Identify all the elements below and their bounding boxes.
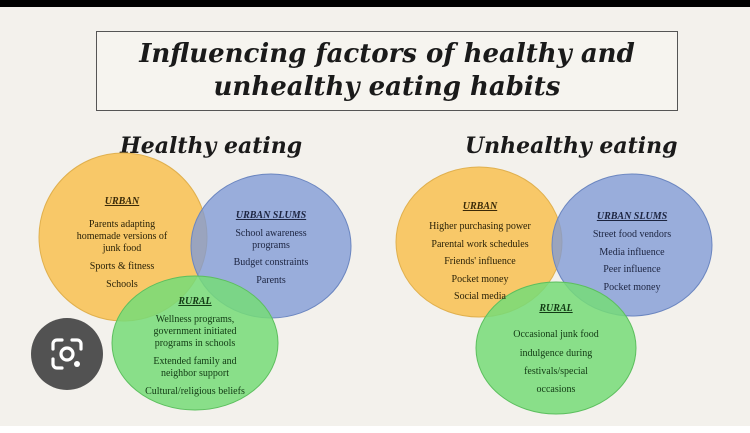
healthy-rural-heading: RURAL (177, 296, 211, 307)
google-lens-button[interactable] (31, 318, 103, 390)
healthy-rural-item: Extended family and (153, 356, 236, 367)
title-box: Influencing factors of healthy and unhea… (96, 31, 678, 111)
title-line-2: unhealthy eating habits (213, 72, 561, 102)
healthy-urban-item: Schools (106, 279, 138, 290)
slide: Influencing factors of healthy and unhea… (0, 7, 750, 426)
unhealthy-urban-slums-circle (551, 173, 713, 317)
healthy-urban-heading: URBAN (105, 196, 140, 207)
unhealthy-urban-item: Parental work schedules (431, 239, 528, 250)
unhealthy-urban-slums-item: Pocket money (604, 282, 661, 293)
unhealthy-rural-item: indulgence during (520, 348, 592, 359)
healthy-urban-slums-item: Budget constraints (234, 257, 309, 268)
unhealthy-rural-item: Occasional junk food (513, 329, 599, 340)
unhealthy-eating-title: Unhealthy eating (465, 133, 678, 159)
healthy-rural-item: neighbor support (161, 368, 229, 379)
healthy-eating-title: Healthy eating (120, 133, 303, 159)
title-line-1: Influencing factors of healthy and (139, 39, 635, 69)
unhealthy-rural-item: festivals/special (524, 366, 588, 377)
healthy-venn-diagram: URBAN Parents adapting homemade versions… (38, 152, 713, 415)
unhealthy-rural-item: occasions (537, 384, 576, 395)
healthy-urban-item: Sports & fitness (90, 261, 155, 272)
unhealthy-urban-item: Higher purchasing power (429, 221, 531, 232)
unhealthy-urban-slums-item: Peer influence (603, 264, 661, 275)
healthy-urban-item: junk food (102, 243, 142, 254)
healthy-urban-slums-item: programs (252, 240, 290, 251)
healthy-rural-circle (111, 275, 279, 411)
healthy-urban-slums-heading: URBAN SLUMS (236, 210, 307, 221)
google-lens-icon (51, 338, 83, 370)
healthy-urban-slums-item: Parents (256, 275, 286, 286)
unhealthy-urban-item: Friends' influence (444, 256, 516, 267)
healthy-rural-item: programs in schools (155, 338, 236, 349)
bottom-bar (0, 426, 750, 433)
healthy-urban-slums-item: School awareness (235, 228, 306, 239)
unhealthy-urban-item: Social media (454, 291, 506, 302)
unhealthy-urban-item: Pocket money (452, 274, 509, 285)
unhealthy-urban-heading: URBAN (463, 201, 498, 212)
unhealthy-urban-slums-heading: URBAN SLUMS (597, 211, 668, 222)
healthy-rural-item: Wellness programs, (156, 314, 235, 325)
unhealthy-rural-heading: RURAL (538, 303, 572, 314)
unhealthy-rural-circle (475, 281, 637, 415)
healthy-urban-item: homemade versions of (77, 231, 168, 242)
unhealthy-urban-slums-item: Media influence (599, 247, 665, 258)
healthy-rural-item: government initiated (153, 326, 236, 337)
unhealthy-urban-slums-item: Street food vendors (593, 229, 671, 240)
healthy-urban-item: Parents adapting (89, 219, 155, 230)
healthy-rural-item: Cultural/religious beliefs (145, 386, 245, 397)
